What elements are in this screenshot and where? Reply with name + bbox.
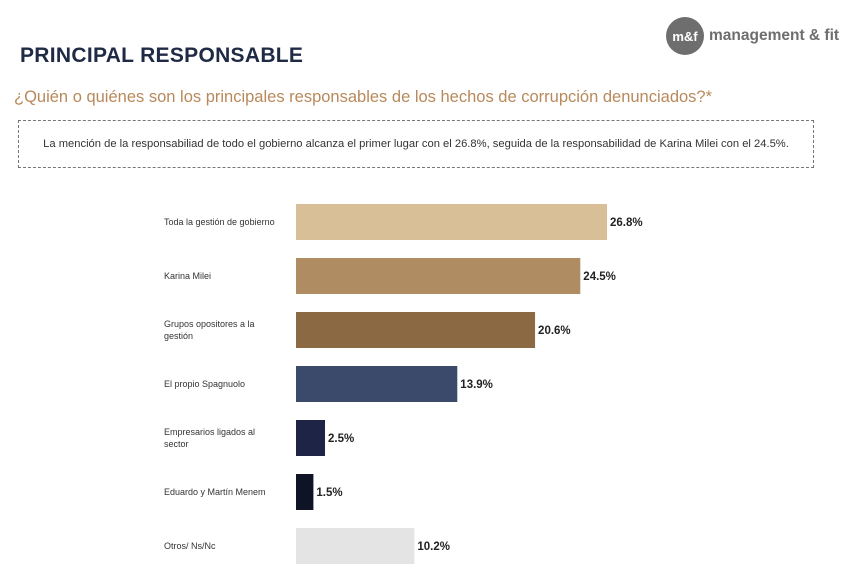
category-label-3: Grupos opositores a la — [164, 319, 255, 329]
value-label-7: 10.2% — [417, 541, 450, 553]
category-label-7: Otros/ Ns/Nc — [164, 541, 216, 551]
value-label-5: 2.5% — [328, 433, 354, 445]
bar-2 — [296, 258, 581, 294]
category-label-3: gestión — [164, 331, 193, 341]
page-title: PRINCIPAL RESPONSABLE — [20, 44, 304, 67]
category-label-2: Karina Milei — [164, 271, 211, 281]
bar-7 — [296, 528, 415, 564]
bar-5 — [296, 420, 326, 456]
value-label-1: 26.8% — [610, 217, 643, 229]
value-label-4: 13.9% — [460, 379, 493, 391]
category-label-4: El propio Spagnuolo — [164, 379, 245, 389]
bar-4 — [296, 366, 458, 402]
bar-chart: Toda la gestión de gobierno 26.8% Karina M… — [164, 204, 643, 564]
value-label-6: 1.5% — [316, 487, 342, 499]
logo-mark: m&f — [666, 17, 704, 55]
category-label-1: Toda la gestión de gobierno — [164, 217, 275, 227]
summary-note: La mención de la responsabiliad de todo … — [18, 120, 814, 168]
value-label-3: 20.6% — [538, 325, 571, 337]
logo-text: management & fit — [709, 27, 840, 44]
category-label-5: sector — [164, 439, 189, 449]
category-label-6: Eduardo y Martín Menem — [164, 487, 266, 497]
category-label-5: Empresarios ligados al — [164, 427, 255, 437]
bar-1 — [296, 204, 607, 240]
summary-note-text: La mención de la responsabiliad de todo … — [43, 138, 789, 150]
bar-3 — [296, 312, 536, 348]
survey-question: ¿Quién o quiénes son los principales res… — [14, 88, 713, 106]
value-label-2: 24.5% — [583, 271, 616, 283]
brand-logo: m&f management & fit — [666, 17, 839, 55]
bar-6 — [296, 474, 314, 510]
